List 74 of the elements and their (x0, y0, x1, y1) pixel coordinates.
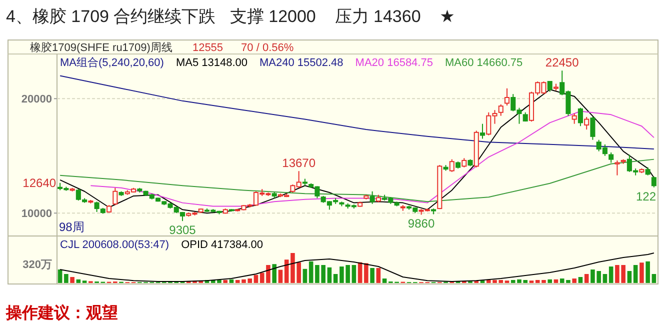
chart-subtitle: 橡胶1709(SHFE ru1709)周线 (30, 41, 172, 54)
bar (640, 262, 644, 283)
text: MA20 16584.75 (355, 57, 433, 69)
bar (548, 279, 552, 283)
y-tick-label: 20000 (21, 94, 52, 106)
annotation: 122 (636, 189, 656, 204)
bar (58, 270, 62, 283)
bar (260, 272, 264, 283)
bar (254, 274, 258, 283)
bar (584, 274, 589, 283)
candlestick (578, 107, 583, 127)
bar (223, 280, 228, 283)
bar (566, 280, 570, 283)
bar (352, 265, 356, 283)
bar (627, 271, 632, 283)
bar (333, 274, 338, 283)
text: 320万 (22, 259, 52, 271)
bar (602, 274, 608, 283)
bar (308, 261, 314, 283)
text: 操作建议：观望 (5, 304, 118, 322)
candlestick (590, 116, 596, 140)
candlestick (572, 113, 577, 124)
bar (64, 274, 68, 283)
y-tick-label: 10000 (21, 208, 52, 220)
candlestick (370, 190, 375, 204)
candlestick (504, 88, 510, 106)
annotation: 70 / 0.56% (241, 42, 294, 54)
candlestick (462, 158, 467, 168)
bar (554, 279, 558, 283)
bar (266, 265, 270, 283)
candlestick (112, 187, 118, 206)
annotation: 98周 (59, 220, 84, 234)
bar (382, 278, 387, 283)
bar (272, 264, 276, 283)
candlestick (614, 160, 620, 176)
bar (608, 266, 614, 283)
bar (652, 274, 656, 283)
bar (302, 268, 308, 283)
text: 12640 (22, 176, 56, 190)
candlestick (651, 176, 656, 188)
series-label: OPID 417384.00 (181, 239, 264, 251)
chart-title: 4、橡胶 1709 合约继续下跌 支撑 12000 压力 14360 ★ (6, 7, 455, 26)
bar (76, 279, 81, 283)
annotation: 9305 (169, 223, 196, 238)
candlestick (584, 116, 590, 130)
text: MA5 13148.00 (176, 57, 248, 69)
bar (364, 263, 368, 283)
candlestick (449, 158, 454, 172)
bar (370, 268, 374, 283)
bar (578, 277, 583, 283)
line-series (60, 158, 654, 202)
bar (70, 277, 74, 283)
bar (376, 268, 381, 283)
bar (278, 270, 283, 283)
candlestick (547, 80, 552, 92)
candlestick (480, 123, 486, 140)
bar (560, 278, 564, 283)
text: MA60 14660.75 (444, 57, 523, 69)
annotation: 12555 (192, 42, 224, 54)
series-label: CJL 200608.00(53:47) (60, 239, 170, 251)
bar (284, 260, 289, 283)
bar (646, 261, 650, 283)
annotation: 13670 (282, 156, 316, 170)
bar (327, 267, 332, 283)
bar (572, 278, 576, 283)
text: MA240 15502.48 (260, 57, 344, 69)
candlestick (498, 104, 504, 116)
legend-title: MA组合(5,240,20,60) (60, 56, 164, 69)
bar (633, 265, 638, 283)
candlestick (608, 152, 614, 164)
line-series (60, 75, 654, 150)
annotation: 22450 (545, 56, 580, 70)
annotation: 9860 (408, 216, 435, 231)
bar (229, 279, 234, 283)
